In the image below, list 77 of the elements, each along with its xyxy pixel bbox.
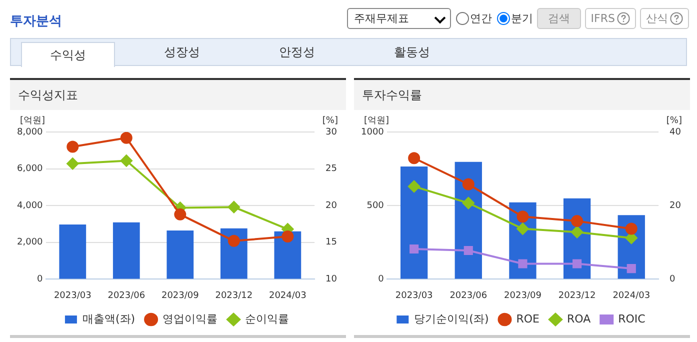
point bbox=[174, 208, 186, 220]
legend-label: ROA bbox=[566, 312, 592, 326]
y-tick-label: 0 bbox=[37, 274, 44, 285]
point bbox=[462, 197, 474, 210]
x-tick-label: 2024/03 bbox=[268, 290, 306, 301]
y2-tick-label: 20 bbox=[670, 200, 682, 211]
x-tick-label: 2023/12 bbox=[558, 290, 596, 301]
point bbox=[410, 244, 419, 254]
point bbox=[572, 259, 582, 268]
y-tick-label: 8,000 bbox=[17, 127, 44, 138]
y-axis-title: [억원] bbox=[364, 116, 390, 126]
point bbox=[408, 152, 420, 164]
point bbox=[571, 215, 584, 228]
y2-tick-label: 30 bbox=[326, 127, 338, 138]
x-tick-label: 2023/12 bbox=[215, 290, 253, 301]
x-tick-label: 2023/09 bbox=[161, 290, 200, 301]
point bbox=[66, 158, 79, 170]
x-tick-label: 2023/06 bbox=[108, 290, 146, 301]
legend-label: 순이익률 bbox=[245, 312, 290, 326]
y-tick-label: 2,000 bbox=[17, 238, 44, 248]
text: 수익성 bbox=[21, 42, 115, 67]
y2-tick-label: 0 bbox=[670, 274, 676, 285]
legend-label: 매출액(좌) bbox=[82, 312, 136, 326]
point bbox=[228, 201, 240, 214]
y-tick-label: 4,000 bbox=[17, 200, 44, 211]
point bbox=[408, 180, 420, 192]
point bbox=[462, 178, 474, 190]
text: 검색 bbox=[536, 8, 581, 29]
x-tick-label: 2023/03 bbox=[54, 290, 92, 301]
y2-axis-title: [%] bbox=[666, 116, 682, 126]
bar bbox=[274, 231, 302, 279]
y-tick-label: 0 bbox=[378, 274, 384, 285]
chart-title: 투자수익률 bbox=[354, 80, 690, 110]
text: 주재무제표 bbox=[354, 11, 409, 26]
x-tick-label: 2023/06 bbox=[450, 290, 488, 301]
y2-tick-label: 20 bbox=[326, 200, 338, 211]
point bbox=[120, 132, 132, 144]
y2-tick-label: 10 bbox=[326, 274, 338, 285]
y-tick-label: 6,000 bbox=[17, 164, 44, 174]
text: 연간 bbox=[470, 11, 492, 26]
point bbox=[626, 264, 636, 274]
point bbox=[282, 230, 294, 243]
text: 투자분석 bbox=[10, 13, 62, 30]
y2-tick-label: 25 bbox=[326, 164, 337, 174]
bar bbox=[59, 224, 86, 279]
point bbox=[66, 140, 79, 153]
legend-label: ROE bbox=[516, 312, 540, 326]
chart-title: 수익성지표 bbox=[10, 80, 346, 110]
text: 활동성 bbox=[393, 44, 431, 61]
point bbox=[228, 234, 240, 247]
point bbox=[516, 222, 529, 235]
text: 성장성 bbox=[163, 44, 201, 61]
point bbox=[571, 226, 584, 238]
bar bbox=[166, 230, 194, 279]
point bbox=[516, 210, 529, 223]
point bbox=[464, 246, 473, 256]
text: 안정성 bbox=[278, 44, 316, 61]
x-tick-label: 2023/03 bbox=[395, 290, 433, 301]
point bbox=[625, 222, 638, 235]
text: IFRS bbox=[590, 12, 615, 25]
bar bbox=[400, 166, 428, 279]
x-tick-label: 2024/03 bbox=[612, 290, 650, 301]
text: 분기 bbox=[510, 11, 533, 26]
legend-label: ROIC bbox=[618, 312, 646, 326]
text: 산식 bbox=[646, 11, 668, 26]
y2-tick-label: 40 bbox=[670, 127, 682, 138]
y2-tick-label: 15 bbox=[326, 238, 337, 248]
y2-axis-title: [%] bbox=[322, 116, 338, 126]
x-tick-label: 2023/09 bbox=[504, 290, 542, 301]
legend-label: 당기순이익(좌) bbox=[414, 312, 489, 326]
y-tick-label: 1000 bbox=[361, 127, 384, 138]
bar bbox=[112, 222, 140, 279]
y-axis-title: [억원] bbox=[20, 116, 46, 126]
legend-label: 영업이익률 bbox=[162, 312, 218, 326]
point bbox=[120, 154, 132, 167]
y-tick-label: 500 bbox=[366, 200, 384, 211]
point bbox=[518, 259, 528, 268]
